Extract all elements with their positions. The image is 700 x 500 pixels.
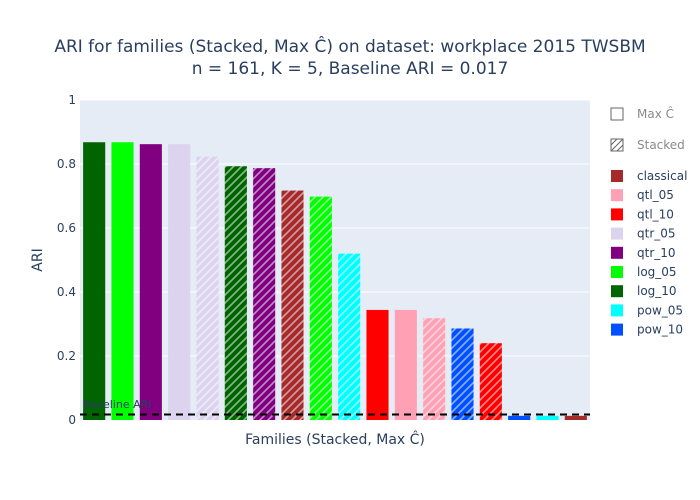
bar-qtr_05-stacked[interactable] [196,156,219,420]
y-tick-label: 0.2 [57,349,76,363]
legend-item-pow_05[interactable]: pow_05 [611,303,683,317]
legend-label: log_10 [637,284,677,298]
legend-label: pow_10 [637,323,683,337]
chart-title-line1: ARI for families (Stacked, Max Ĉ) on dat… [54,35,645,57]
bar-qtl_10-maxc[interactable] [366,309,389,420]
legend-label: qtr_05 [637,227,676,241]
legend-swatch [611,285,623,298]
baseline-label: Baseline ARI [83,398,152,411]
bar-pow_05-stacked[interactable] [338,253,361,420]
chart-title-line2: n = 161, K = 5, Baseline ARI = 0.017 [192,59,509,79]
legend-item-qtr_05[interactable]: qtr_05 [611,227,676,241]
bar-qtr_10-maxc[interactable] [139,144,162,420]
bar-qtl_05-maxc[interactable] [394,309,417,420]
y-tick-label: 0.6 [57,221,76,235]
legend-swatch [611,208,623,221]
y-tick-label: 1 [68,93,76,107]
legend-label: qtr_10 [637,246,676,260]
legend-label: pow_05 [637,303,683,317]
legend-item-maxc[interactable]: Max Ĉ [610,106,674,121]
y-tick-label: 0.4 [57,285,76,299]
bar-classical-maxc[interactable] [564,415,587,420]
bar-log_10-maxc[interactable] [83,142,106,421]
legend-swatch [611,170,623,182]
legend-swatch [611,266,623,278]
y-tick-label: 0.8 [57,157,76,171]
legend-label: classical [637,169,687,183]
bar-log_05-stacked[interactable] [309,196,332,420]
legend-label: Max Ĉ [637,106,674,121]
legend-label: qtl_10 [637,207,674,221]
legend-item-log_05[interactable]: log_05 [611,265,677,279]
legend-item-qtl_10[interactable]: qtl_10 [611,207,674,221]
legend-swatch [611,304,623,317]
legend-swatch [611,227,623,240]
legend-swatch [610,107,624,121]
legend-item-qtr_10[interactable]: qtr_10 [611,246,676,260]
legend-swatch [611,189,623,202]
bar-pow_10-maxc[interactable] [508,415,531,420]
legend-item-classical[interactable]: classical [611,169,687,183]
gridlines [80,99,590,357]
bar-log_10-stacked[interactable] [224,166,247,420]
bar-qtl_05-stacked[interactable] [423,318,446,420]
bar-pow_05-maxc[interactable] [536,415,559,420]
legend[interactable]: Max Ĉ Stacked classical qtl_05 qtl_10 qtr_05q… [610,106,687,337]
legend-item-qtl_05[interactable]: qtl_05 [611,188,674,202]
legend-item-log_10[interactable]: log_10 [611,284,677,298]
y-tick-labels: 0 0.2 0.4 0.6 0.8 1 [57,93,76,427]
legend-swatch [610,138,624,152]
y-axis-label: ARI [30,248,46,271]
bar-classical-stacked[interactable] [281,190,304,420]
bar-pow_10-stacked[interactable] [451,328,474,420]
legend-swatch [611,323,623,336]
legend-label: log_05 [637,265,677,279]
y-tick-label: 0 [68,413,76,427]
legend-item-pow_10[interactable]: pow_10 [611,323,683,337]
legend-swatch [611,246,623,259]
bar-qtr_05-maxc[interactable] [168,144,191,420]
legend-item-stacked[interactable]: Stacked [610,138,685,152]
bar-qtr_10-stacked[interactable] [253,168,276,420]
x-axis-label: Families (Stacked, Max Ĉ) [245,430,425,448]
legend-label: qtl_05 [637,188,674,202]
legend-label: Stacked [637,138,685,152]
bar-qtl_10-stacked[interactable] [479,343,502,420]
bars [83,142,587,421]
plot-area [80,100,590,420]
bar-log_05-maxc[interactable] [111,142,134,421]
